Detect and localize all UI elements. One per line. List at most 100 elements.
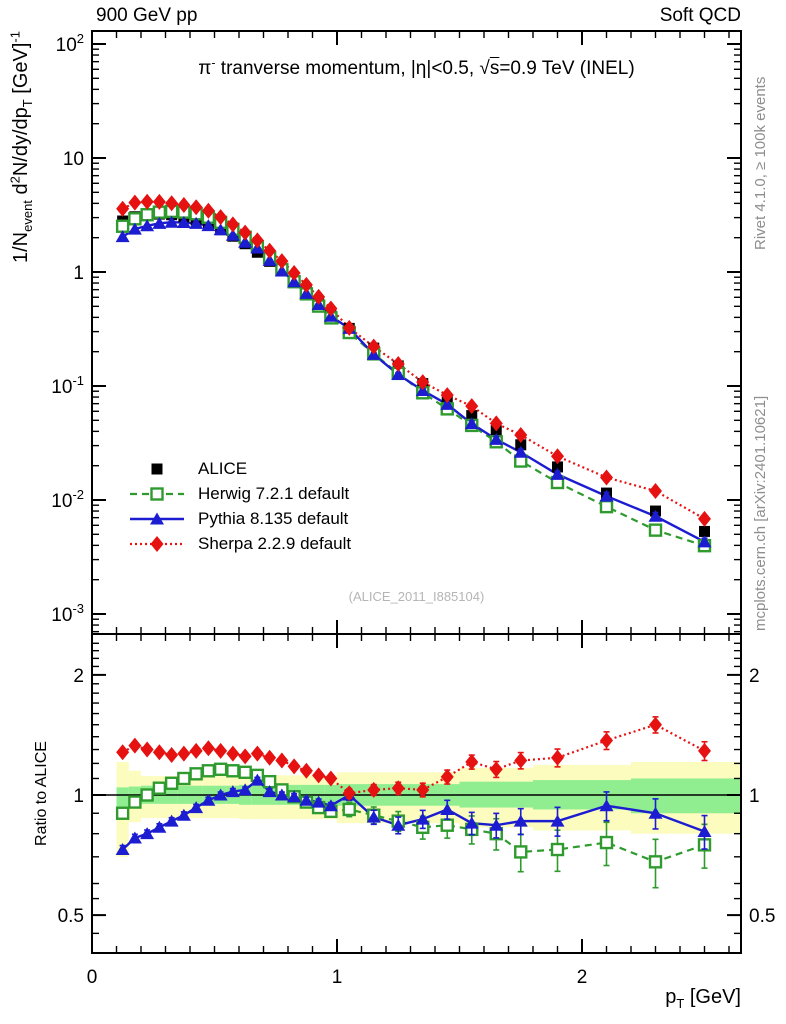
- marker-triangle: [189, 216, 204, 229]
- legend-item-sherpa: Sherpa 2.2.9 default: [128, 531, 351, 556]
- legend-marker-square: [151, 463, 163, 474]
- marker-triangle: [287, 790, 302, 803]
- marker-triangle: [150, 512, 164, 524]
- marker-open-square: [599, 499, 614, 514]
- marker-diamond: [391, 780, 405, 797]
- marker-diamond: [465, 753, 479, 770]
- marker-triangle: [464, 816, 479, 829]
- marker-triangle: [697, 535, 712, 548]
- marker-diamond: [391, 355, 405, 372]
- marker-open-square: [648, 523, 663, 537]
- marker-diamond: [649, 716, 662, 733]
- marker-diamond: [263, 242, 277, 259]
- marker-triangle: [213, 788, 228, 801]
- marker-triangle: [274, 264, 289, 277]
- marker-diamond: [698, 510, 711, 527]
- marker-diamond: [489, 761, 503, 778]
- y-tick-label: 10-1: [51, 373, 84, 398]
- marker-square: [515, 439, 527, 451]
- marker-open-square: [150, 486, 164, 501]
- marker-diamond: [649, 482, 662, 499]
- marker-diamond: [514, 426, 528, 443]
- plot-title: π- tranverse momentum, |η|<0.5, √s=0.9 T…: [198, 55, 635, 79]
- marker-triangle: [140, 219, 155, 232]
- marker-open-square: [226, 764, 240, 778]
- marker-triangle: [391, 368, 406, 381]
- legend-label: Sherpa 2.2.9 default: [198, 533, 352, 553]
- marker-diamond: [698, 742, 711, 759]
- marker-diamond: [250, 232, 264, 249]
- marker-triangle: [225, 785, 240, 798]
- marker-open-square: [140, 788, 154, 802]
- marker-triangle: [464, 417, 479, 430]
- marker-open-square: [342, 802, 356, 817]
- marker-diamond: [177, 745, 191, 762]
- legend-marker-open-square: [130, 486, 184, 501]
- marker-triangle: [213, 223, 228, 236]
- mcplots-reference-note: mcplots.cern.ch [arXiv:2401.10621]: [752, 395, 769, 631]
- legend-label: ALICE: [198, 458, 248, 478]
- marker-triangle: [262, 785, 277, 798]
- legend-marker-diamond: [130, 535, 184, 552]
- marker-diamond: [324, 300, 338, 317]
- legend-label: Pythia 8.135 default: [198, 508, 349, 528]
- series-top-sherpa: [116, 193, 711, 527]
- marker-diamond: [189, 742, 203, 759]
- ratio-tick-label-left: 2: [73, 666, 84, 687]
- ratio-tick-label-left: 1: [73, 786, 84, 807]
- header-process-group: Soft QCD: [659, 5, 741, 26]
- marker-diamond: [514, 752, 528, 769]
- marker-open-square: [189, 767, 203, 781]
- marker-open-square: [440, 818, 454, 832]
- band-green-bin: [116, 787, 129, 810]
- marker-diamond: [367, 781, 381, 798]
- marker-diamond: [600, 732, 613, 749]
- marker-triangle: [415, 812, 430, 825]
- legend-item-alice: ALICE: [128, 456, 351, 481]
- marker-triangle: [366, 810, 381, 823]
- marker-open-square: [140, 208, 154, 222]
- marker-diamond: [465, 398, 479, 415]
- marker-diamond: [226, 745, 240, 762]
- marker-triangle: [189, 801, 204, 814]
- marker-open-square: [599, 835, 614, 850]
- marker-diamond: [128, 737, 142, 754]
- marker-triangle: [115, 843, 130, 856]
- marker-diamond: [238, 224, 252, 241]
- ratio-tick-label-right: 2: [749, 666, 760, 687]
- ratio-axis-label: Ratio to ALICE: [33, 741, 50, 846]
- marker-diamond: [600, 469, 613, 486]
- marker-diamond: [275, 752, 289, 769]
- tick-labels: 102 10 1 10-1 10-2 10-3 2 2 1 1 0.5 0.5 0 1 2: [51, 31, 775, 988]
- marker-diamond: [226, 216, 240, 233]
- ratio-tick-label-right: 1: [749, 786, 760, 807]
- marker-triangle: [648, 806, 663, 819]
- marker-triangle: [599, 799, 614, 812]
- marker-triangle: [323, 799, 338, 812]
- marker-diamond: [440, 387, 454, 404]
- marker-triangle: [152, 216, 167, 229]
- marker-triangle: [550, 814, 565, 827]
- marker-triangle: [127, 831, 142, 844]
- series-ratio-sherpa: [116, 716, 711, 802]
- marker-diamond: [150, 535, 164, 552]
- marker-triangle: [152, 820, 167, 833]
- marker-triangle: [648, 509, 663, 522]
- marker-diamond: [165, 195, 179, 212]
- marker-triangle: [550, 467, 565, 480]
- marker-triangle: [440, 397, 455, 410]
- x-tick-label: 2: [577, 967, 588, 988]
- marker-triangle: [201, 793, 216, 806]
- x-tick-label: 0: [87, 967, 98, 988]
- marker-open-square: [238, 765, 252, 779]
- marker-diamond: [416, 781, 430, 798]
- marker-diamond: [287, 758, 301, 775]
- marker-diamond: [238, 748, 252, 765]
- axis-ticks: [91, 31, 741, 953]
- marker-diamond: [324, 770, 338, 787]
- marker-open-square: [550, 842, 565, 857]
- marker-open-square: [514, 845, 528, 859]
- y-tick-label: 10: [63, 149, 84, 170]
- marker-diamond: [489, 415, 503, 432]
- marker-diamond: [440, 768, 454, 785]
